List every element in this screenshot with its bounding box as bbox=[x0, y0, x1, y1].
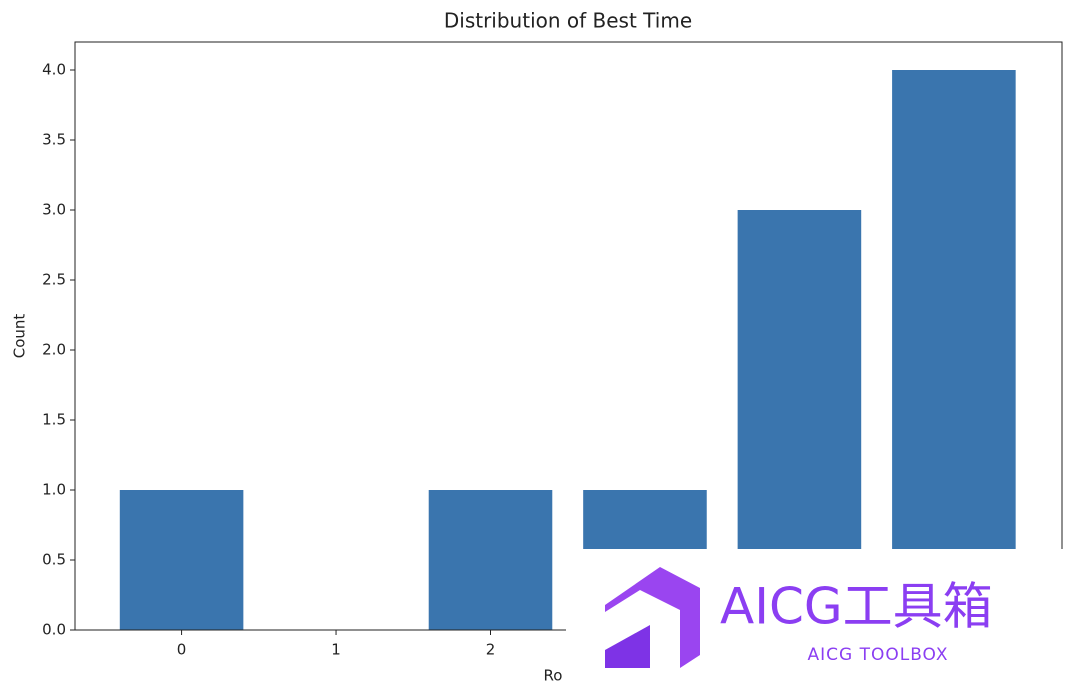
y-tick-label: 1.0 bbox=[42, 481, 66, 499]
y-tick-label: 0.5 bbox=[42, 551, 66, 569]
y-tick-label: 3.0 bbox=[42, 201, 66, 219]
y-tick-label: 2.0 bbox=[42, 341, 66, 359]
y-axis-label: Count bbox=[11, 314, 29, 359]
watermark-background bbox=[566, 549, 1080, 687]
y-tick-label: 2.5 bbox=[42, 271, 66, 289]
x-tick-label: 1 bbox=[331, 641, 341, 659]
y-tick-label: 3.5 bbox=[42, 131, 66, 149]
watermark-subtitle: AICG TOOLBOX bbox=[807, 645, 948, 665]
watermark-logo bbox=[605, 567, 700, 668]
x-tick-label: 0 bbox=[177, 641, 187, 659]
watermark-title: AICG工具箱 bbox=[720, 578, 993, 636]
y-tick-label: 0.0 bbox=[42, 621, 66, 639]
bar bbox=[428, 490, 553, 630]
y-tick-label: 1.5 bbox=[42, 411, 66, 429]
x-axis-label: Ro bbox=[544, 667, 563, 685]
x-tick-label: 2 bbox=[486, 641, 496, 659]
watermark-logo bbox=[605, 625, 650, 668]
chart-title: Distribution of Best Time bbox=[444, 9, 692, 33]
y-tick-label: 4.0 bbox=[42, 61, 66, 79]
bar bbox=[119, 490, 244, 630]
bar bbox=[892, 70, 1016, 630]
watermark: AICG工具箱 AICG TOOLBOX bbox=[566, 549, 1080, 687]
